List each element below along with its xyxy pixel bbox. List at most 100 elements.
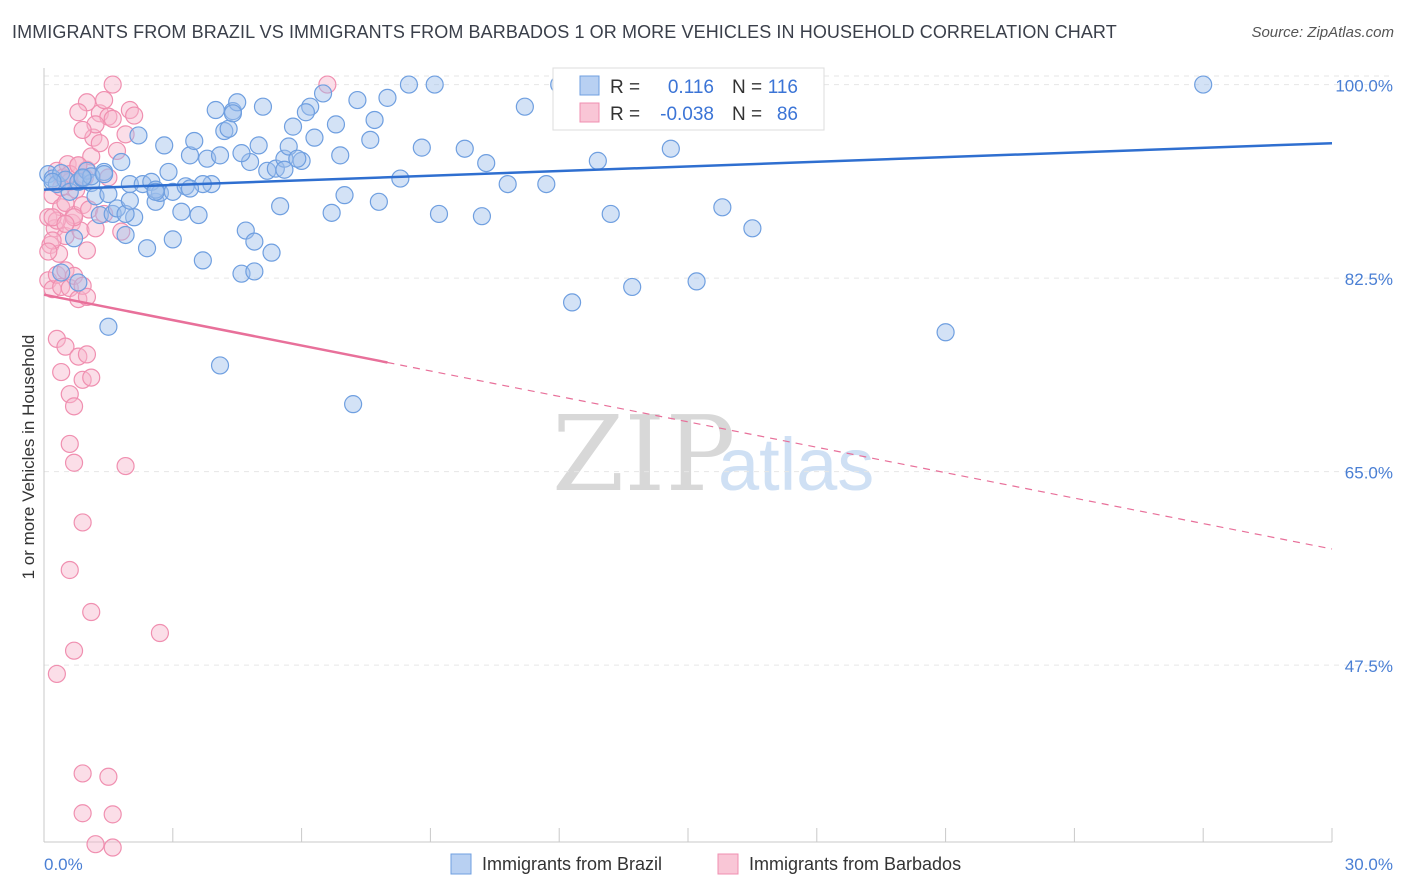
barbados-point bbox=[150, 623, 170, 643]
barbados-point bbox=[103, 838, 122, 857]
legend: Immigrants from Brazil Immigrants from B… bbox=[450, 853, 961, 875]
brazil-point bbox=[344, 395, 363, 414]
brazil-point bbox=[322, 203, 341, 222]
brazil-point bbox=[253, 97, 273, 116]
barbados-point bbox=[69, 103, 88, 122]
chart-source: Source: ZipAtlas.com bbox=[1251, 24, 1394, 41]
chart-title: IMMIGRANTS FROM BRAZIL VS IMMIGRANTS FRO… bbox=[12, 22, 1117, 42]
y-tick-label: 100.0% bbox=[1335, 77, 1393, 96]
brazil-point bbox=[365, 110, 384, 130]
barbados-point bbox=[103, 805, 122, 824]
barbados-point bbox=[56, 337, 75, 356]
barbados-point bbox=[64, 397, 84, 416]
brazil-point bbox=[936, 323, 955, 342]
barbados-point bbox=[73, 804, 92, 823]
brazil-point bbox=[562, 293, 582, 312]
brazil-point bbox=[223, 104, 243, 123]
stats-swatch-barbados bbox=[579, 102, 600, 123]
brazil-point bbox=[326, 115, 346, 134]
stats-n-barbados: 86 bbox=[777, 104, 798, 125]
legend-label-barbados: Immigrants from Barbados bbox=[749, 854, 961, 874]
watermark-zip: ZIP bbox=[552, 393, 735, 515]
barbados-point bbox=[64, 641, 84, 660]
barbados-point bbox=[52, 362, 71, 382]
barbados-point bbox=[82, 368, 101, 387]
brazil-point bbox=[687, 272, 706, 291]
brazil-point bbox=[537, 175, 556, 194]
barbados-point bbox=[103, 109, 122, 128]
brazil-point bbox=[331, 146, 350, 165]
brazil-point bbox=[90, 205, 109, 225]
barbados-point bbox=[56, 214, 75, 234]
stats-r-label-brazil: R = bbox=[610, 77, 640, 98]
brazil-point bbox=[262, 243, 281, 262]
y-tick-label: 82.5% bbox=[1345, 270, 1393, 289]
brazil-point bbox=[249, 136, 268, 155]
brazil-point bbox=[588, 151, 607, 170]
brazil-point bbox=[206, 100, 225, 120]
brazil-point bbox=[120, 191, 139, 210]
barbados-point bbox=[47, 664, 66, 684]
stats-r-label-barbados: R = bbox=[610, 104, 640, 125]
brazil-point bbox=[313, 84, 333, 103]
brazil-point bbox=[180, 146, 200, 165]
barbados-point bbox=[90, 134, 109, 153]
legend-swatch-brazil bbox=[450, 853, 472, 875]
brazil-point bbox=[159, 162, 178, 182]
barbados-point bbox=[107, 141, 127, 161]
brazil-point bbox=[69, 273, 88, 292]
brazil-point bbox=[335, 186, 354, 205]
brazil-point bbox=[275, 160, 294, 179]
barbados-point bbox=[116, 456, 135, 476]
brazil-point bbox=[498, 175, 517, 194]
brazil-point bbox=[399, 75, 419, 94]
barbados-point bbox=[95, 90, 114, 110]
brazil-point bbox=[743, 219, 762, 238]
brazil-point bbox=[219, 119, 238, 138]
y-tick-label: 47.5% bbox=[1345, 657, 1393, 676]
barbados-point bbox=[99, 767, 118, 786]
brazil-point bbox=[43, 172, 62, 191]
brazil-point bbox=[305, 128, 324, 147]
brazil-point bbox=[228, 93, 247, 112]
brazil-point bbox=[172, 202, 191, 221]
stats-n-label-barbados: N = bbox=[732, 104, 762, 125]
brazil-point bbox=[99, 184, 118, 204]
brazil-point bbox=[52, 263, 71, 282]
trend-line-barbados-projection bbox=[387, 361, 1333, 550]
barbados-point bbox=[73, 513, 92, 532]
brazil-point bbox=[378, 88, 397, 107]
barbados-point bbox=[77, 345, 97, 364]
brazil-point bbox=[425, 75, 444, 94]
stats-n-brazil: 116 bbox=[768, 77, 798, 98]
brazil-point bbox=[477, 153, 496, 173]
watermark-atlas: atlas bbox=[718, 423, 874, 506]
brazil-point bbox=[412, 138, 431, 157]
barbados-point bbox=[73, 764, 92, 783]
stats-n-label-brazil: N = bbox=[732, 77, 762, 98]
brazil-point bbox=[361, 130, 380, 149]
legend-swatch-barbados bbox=[717, 853, 739, 875]
stats-swatch-brazil bbox=[579, 75, 600, 96]
brazil-point bbox=[163, 230, 182, 249]
brazil-point bbox=[185, 131, 204, 151]
brazil-point bbox=[189, 205, 208, 225]
legend-label-brazil: Immigrants from Brazil bbox=[482, 854, 662, 874]
brazil-point bbox=[1194, 75, 1213, 94]
barbados-point bbox=[60, 560, 79, 580]
barbados-point bbox=[103, 75, 122, 94]
barbados-point bbox=[318, 75, 337, 94]
brazil-point bbox=[348, 90, 367, 110]
brazil-point bbox=[137, 239, 157, 258]
y-axis-label: 1 or more Vehicles in Household bbox=[19, 335, 38, 580]
barbados-point bbox=[125, 106, 144, 125]
brazil-point bbox=[193, 251, 212, 270]
x-tick-label-max: 30.0% bbox=[1345, 855, 1393, 874]
brazil-point bbox=[180, 179, 200, 198]
barbados-point bbox=[43, 231, 62, 250]
barbados-point bbox=[82, 602, 101, 622]
brazil-point bbox=[369, 192, 388, 211]
brazil-point bbox=[271, 197, 290, 216]
brazil-point bbox=[245, 262, 264, 281]
